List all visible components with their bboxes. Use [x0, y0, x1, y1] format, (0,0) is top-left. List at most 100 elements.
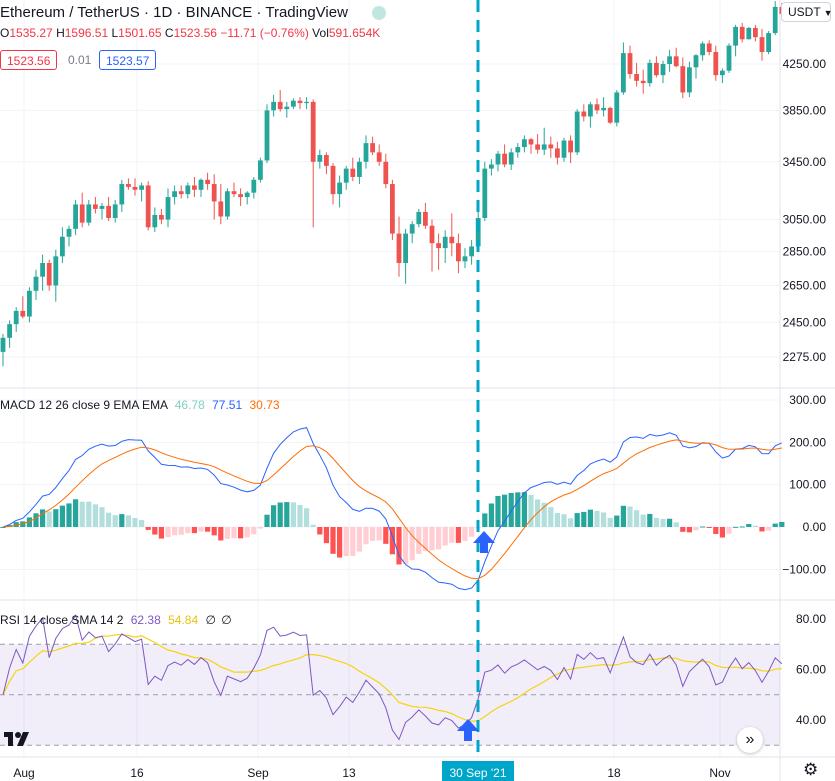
- close-value: 1523.56: [173, 26, 217, 40]
- candle-body: [152, 214, 158, 228]
- macd-signal-line: [2, 439, 782, 580]
- time-axis-label: 18: [607, 766, 621, 780]
- candle-body: [172, 191, 177, 198]
- macd-histogram-bar: [680, 527, 686, 532]
- macd-histogram-bar: [297, 505, 303, 527]
- candle-body: [53, 256, 59, 286]
- candle-body: [13, 310, 19, 325]
- macd-histogram-bar: [521, 492, 527, 527]
- macd-line-value: 77.51: [212, 398, 243, 412]
- macd-histogram-bar: [244, 527, 250, 538]
- macd-histogram-bar: [733, 526, 739, 528]
- candle-body: [423, 211, 428, 226]
- candle-body: [713, 52, 719, 76]
- macd-histogram-bar: [488, 503, 494, 527]
- scroll-right-icon[interactable]: »: [737, 727, 763, 753]
- time-axis-label: Nov: [709, 766, 730, 780]
- macd-histogram-bar: [482, 513, 488, 527]
- market-status-icon[interactable]: [372, 6, 386, 20]
- candle-body: [429, 225, 435, 244]
- macd-histogram-bar: [528, 494, 534, 527]
- macd-histogram-bar: [746, 524, 752, 527]
- candle-body: [449, 236, 455, 244]
- macd-histogram-bar: [627, 506, 633, 527]
- sell-price-button[interactable]: 1523.56: [0, 50, 58, 70]
- rsi-label: RSI 14 close SMA 14 2: [0, 613, 124, 627]
- candle-body: [343, 168, 349, 183]
- macd-histogram-bar: [99, 507, 105, 527]
- macd-histogram-bar: [231, 527, 237, 539]
- macd-axis-label: 300.00: [789, 393, 826, 407]
- macd-histogram-bar: [429, 527, 435, 551]
- macd-histogram-bar: [495, 495, 501, 527]
- rsi-legend[interactable]: RSI 14 close SMA 14 2 62.38 54.84 ∅ ∅: [0, 613, 232, 627]
- logo-part: [4, 732, 13, 746]
- macd-histogram-value: 46.78: [174, 398, 205, 412]
- candle-body: [548, 144, 554, 149]
- candle-body: [687, 67, 692, 93]
- currency-selector[interactable]: USDT ▼: [781, 2, 833, 22]
- symbol-title-text: Ethereum / TetherUS · 1D · BINANCE · Tra…: [0, 4, 348, 21]
- candle-body: [502, 153, 507, 165]
- macd-histogram-bar: [53, 509, 59, 527]
- macd-histogram-bar: [449, 527, 455, 543]
- candle-body: [297, 100, 303, 104]
- macd-histogram-bar: [73, 499, 79, 527]
- macd-histogram-bar: [574, 513, 580, 527]
- macd-histogram-bar: [389, 527, 395, 555]
- macd-histogram-bar: [634, 510, 640, 527]
- macd-histogram-bar: [112, 515, 118, 527]
- candle-body: [581, 111, 587, 117]
- bid-value: 1523.56: [7, 54, 51, 68]
- candle-body: [126, 184, 131, 187]
- candle-body: [291, 100, 296, 107]
- rsi-axis-label: 60.00: [796, 663, 826, 677]
- candle-body: [522, 139, 527, 148]
- macd-histogram-bar: [383, 527, 389, 544]
- candle-body: [66, 228, 72, 237]
- buy-price-button[interactable]: 1523.57: [99, 50, 157, 70]
- candle-body: [667, 56, 672, 64]
- candle-body: [112, 204, 118, 219]
- macd-histogram-bar: [594, 510, 600, 527]
- rsi-value: 62.38: [130, 613, 161, 627]
- candle-body: [185, 185, 191, 195]
- ask-value: 1523.57: [106, 54, 150, 68]
- time-axis-label: 13: [342, 766, 356, 780]
- candle-body: [621, 53, 626, 93]
- time-axis-label: 16: [130, 766, 144, 780]
- macd-histogram-bar: [581, 511, 587, 527]
- candle-body: [159, 214, 164, 220]
- price-axis-label: 3050.00: [783, 213, 827, 227]
- candle-body: [46, 263, 52, 286]
- rsi-axis-label: 40.00: [796, 713, 826, 727]
- macd-histogram-bar: [132, 517, 138, 527]
- candle-body: [60, 236, 65, 257]
- macd-histogram-bar: [86, 501, 92, 527]
- candle-body: [482, 168, 488, 219]
- macd-histogram-bar: [106, 512, 112, 527]
- macd-histogram-bar: [667, 518, 673, 527]
- candle-body: [574, 111, 580, 153]
- macd-legend[interactable]: MACD 12 26 close 9 EMA EMA 46.78 77.51 3…: [0, 398, 280, 412]
- candle-body: [350, 168, 356, 177]
- macd-label: MACD 12 26 close 9 EMA EMA: [0, 398, 168, 412]
- time-axis-label-highlighted: 30 Sep '21: [449, 766, 506, 780]
- price-axis-label: 2275.00: [783, 350, 827, 364]
- gear-icon[interactable]: ⚙: [803, 760, 819, 779]
- volume-key: Vol: [312, 26, 329, 40]
- macd-histogram-bar: [647, 513, 653, 527]
- candle-body: [264, 110, 270, 161]
- macd-histogram-bar: [653, 517, 659, 527]
- symbol-title[interactable]: Ethereum / TetherUS · 1D · BINANCE · Tra…: [0, 4, 348, 21]
- candle-body: [370, 143, 375, 153]
- candle-body: [753, 27, 758, 38]
- macd-signal-value: 30.73: [249, 398, 280, 412]
- macd-histogram-bar: [277, 502, 283, 527]
- macd-histogram-bar: [59, 505, 65, 527]
- candle-body: [258, 160, 263, 180]
- logo-part: [15, 732, 21, 738]
- macd-histogram-bar: [607, 517, 613, 527]
- macd-histogram-bar: [139, 519, 145, 527]
